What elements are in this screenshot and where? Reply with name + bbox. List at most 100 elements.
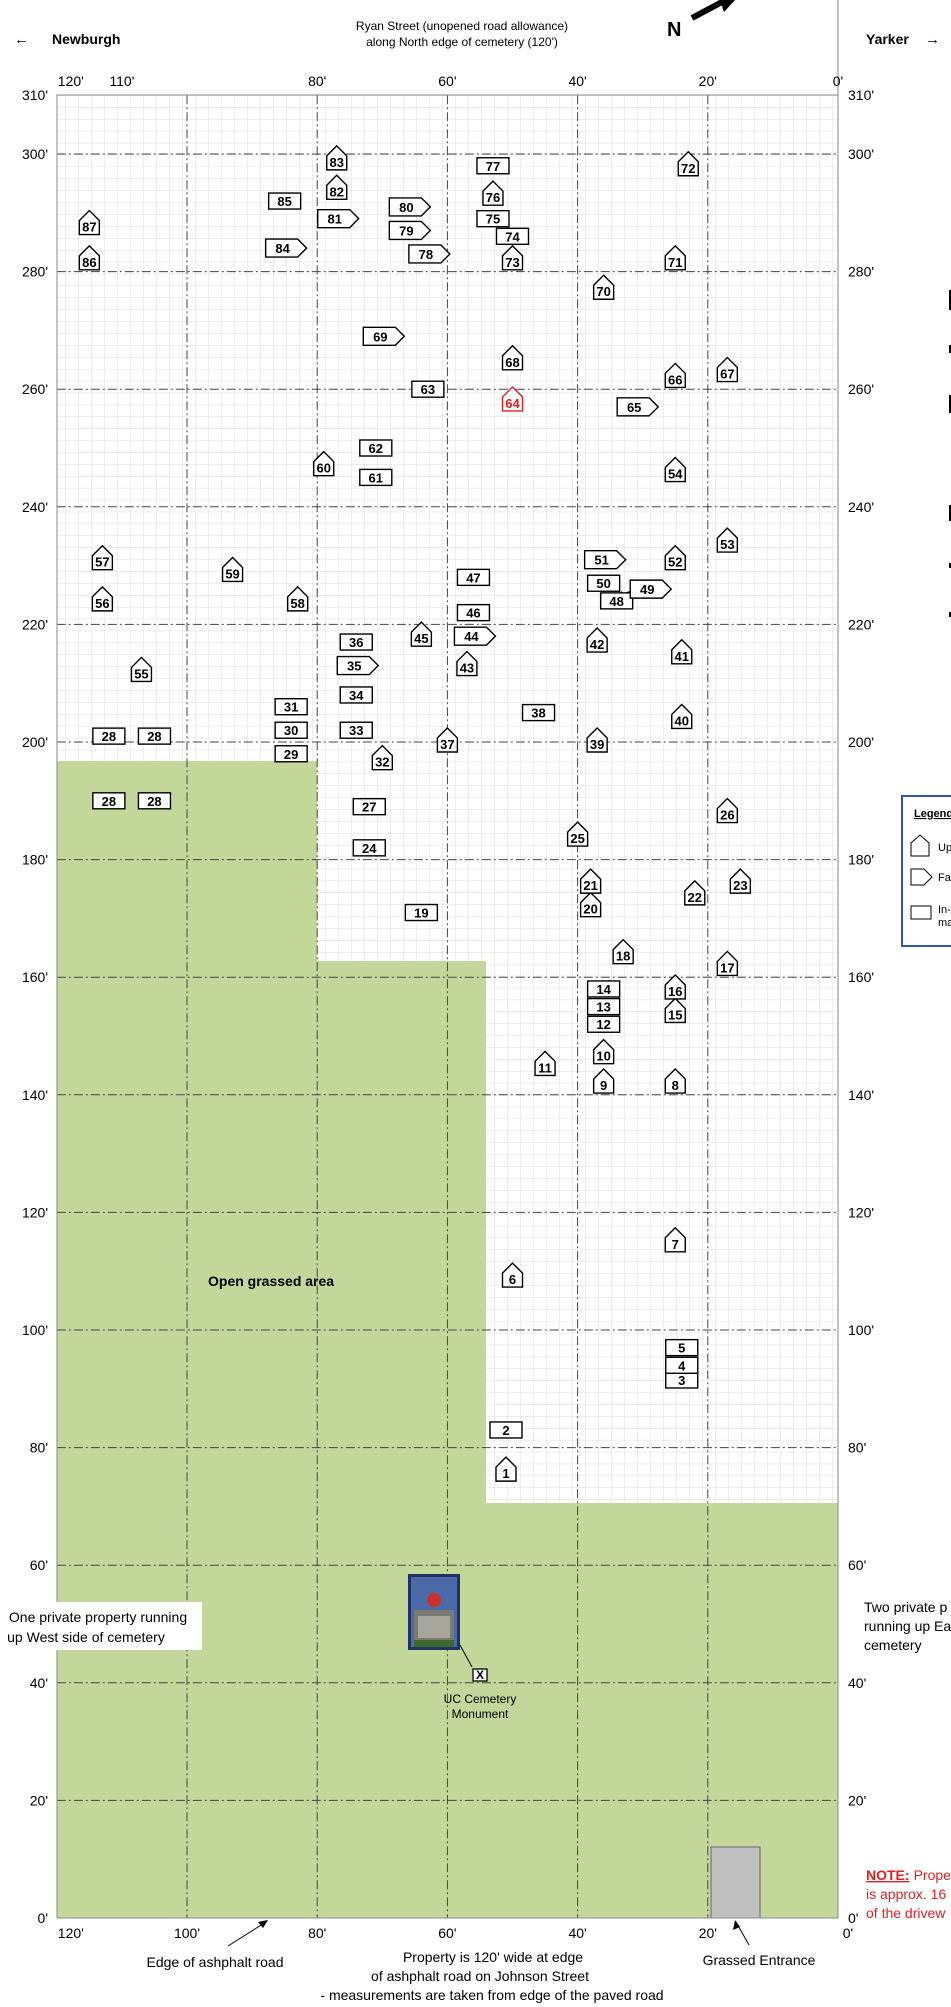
header-newburgh: Newburgh [52,31,120,47]
grave-marker-63-rect: 63 [411,380,445,398]
svg-text:60: 60 [316,461,330,476]
svg-text:77: 77 [486,159,500,174]
grave-marker-21-house: 21 [579,868,602,894]
svg-text:32: 32 [375,755,389,770]
grave-marker-26-house: 26 [716,797,739,824]
axis-left-label: 100' [22,1322,48,1338]
grave-marker-53-house: 53 [716,527,739,553]
axis-left-label: 180' [22,852,48,868]
axis-left-label: 220' [22,616,48,632]
grave-marker-83-house: 83 [326,144,348,171]
svg-text:34: 34 [349,688,364,703]
grave-marker-39-house: 39 [586,727,608,753]
axis-top-labels: 120' 110' 80' 60' 40' 20' 0' [58,73,843,89]
svg-text:28: 28 [102,729,116,744]
svg-text:59: 59 [225,566,239,581]
axis-bottom-label: 100' [174,1925,200,1941]
svg-text:62: 62 [369,441,383,456]
axis-top-label: 20' [699,73,717,89]
grave-marker-80-flag: 80 [388,197,432,217]
svg-text:27: 27 [362,800,376,815]
grave-marker-55-house: 55 [130,656,153,683]
grave-marker-31-rect: 31 [274,698,308,716]
legend-box: Legend Up Fa In- ma [901,795,951,947]
grave-marker-48-rect: 48 [599,592,634,610]
header-yarker: Yarker [866,31,909,47]
svg-text:74: 74 [505,229,520,244]
svg-text:84: 84 [275,241,290,256]
grave-marker-8-house: 8 [664,1068,686,1094]
axis-right-label: 80' [848,1440,866,1456]
axis-bottom-label: 80' [308,1925,326,1941]
grave-marker-28-rect: 28 [137,792,172,810]
note-line-3: of the drivew [866,1905,946,1921]
svg-text:29: 29 [284,747,298,762]
axis-left-label: 260' [22,381,48,397]
grave-marker-10-house: 10 [592,1038,615,1065]
svg-text:36: 36 [349,635,363,650]
svg-text:28: 28 [102,794,116,809]
svg-text:22: 22 [688,890,702,905]
grave-marker-67-house: 67 [716,356,739,383]
grave-marker-52-house: 52 [664,544,686,571]
east-property-line-2: running up Ea [864,1618,951,1634]
axis-left-label: 80' [30,1440,48,1456]
note-line-1: NOTE: Prope [866,1867,951,1883]
west-property-line-1: One private property running [9,1609,187,1625]
axis-left-label: 310' [22,87,48,103]
grave-marker-71-house: 71 [664,244,686,271]
grave-marker-34-rect: 34 [339,686,373,704]
svg-text:69: 69 [373,329,387,344]
svg-text:35: 35 [347,659,361,674]
axis-right-label: 100' [848,1322,874,1338]
axis-right-label: 40' [848,1675,866,1691]
svg-text:53: 53 [720,537,734,552]
east-property-line-3: cemetery [864,1637,922,1653]
svg-text:6: 6 [509,1272,516,1287]
grave-marker-84-flag: 84 [264,238,308,258]
edge-road-label: Edge of ashphalt road [147,1954,284,1970]
axis-right-label: 220' [848,616,874,632]
svg-text:15: 15 [668,1007,682,1022]
header-left-arrow: ← [14,31,29,48]
grave-marker-66-house: 66 [664,362,686,389]
grave-marker-12-rect: 12 [586,1015,621,1033]
legend-title: Legend [914,808,951,820]
svg-text:49: 49 [640,582,654,597]
legend-item-rect-label-1: In- [938,904,951,916]
property-line-1: Property is 120' wide at edge [403,1949,583,1965]
axis-left-label: 280' [22,264,48,280]
grave-marker-9-house: 9 [592,1068,615,1094]
grave-marker-16-house: 16 [664,973,686,1000]
svg-text:19: 19 [414,906,428,921]
grave-marker-13-rect: 13 [586,997,621,1016]
axis-right-label: 240' [848,499,874,515]
axis-right-label: 120' [848,1204,874,1220]
svg-text:21: 21 [583,878,597,893]
grave-marker-7-house: 7 [664,1226,686,1253]
grave-marker-18-house: 18 [612,938,634,965]
grave-marker-14-rect: 14 [586,980,621,998]
header-right-arrow: → [925,31,940,48]
svg-text:57: 57 [95,555,109,570]
legend-item-flag-label: Fa [938,872,951,884]
svg-text:37: 37 [440,737,454,752]
grave-marker-4-rect: 4 [665,1356,699,1374]
svg-text:8: 8 [672,1078,679,1093]
grave-marker-61-rect: 61 [359,468,393,487]
grave-marker-1-house: 1 [495,1456,517,1482]
svg-text:45: 45 [414,631,428,646]
grave-marker-5-rect: 5 [665,1338,699,1357]
grave-marker-85-rect: 85 [267,192,302,210]
axis-right-label: 180' [848,852,874,868]
svg-text:78: 78 [419,247,433,262]
svg-text:82: 82 [329,184,343,199]
svg-text:18: 18 [616,949,630,964]
grave-marker-41-house: 41 [671,638,693,665]
svg-text:4: 4 [678,1358,686,1373]
grave-marker-78-flag: 78 [408,244,451,264]
svg-text:2: 2 [502,1423,509,1438]
monument-marker-box [472,1668,488,1682]
grave-marker-77-rect: 77 [476,157,510,175]
axis-left-label: 40' [30,1675,48,1691]
